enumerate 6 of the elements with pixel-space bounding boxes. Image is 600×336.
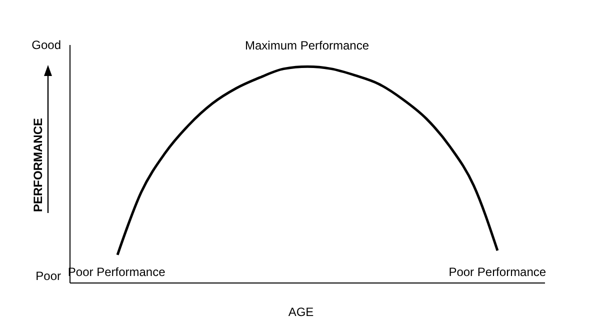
text: Poor xyxy=(36,269,61,283)
y-axis-title: PERFORMANCE xyxy=(31,118,45,212)
annotation: Poor Performance xyxy=(448,265,546,279)
text: Good xyxy=(32,38,61,52)
annotation: Maximum Performance xyxy=(244,38,370,53)
x-axis-title: AGE xyxy=(288,305,314,319)
